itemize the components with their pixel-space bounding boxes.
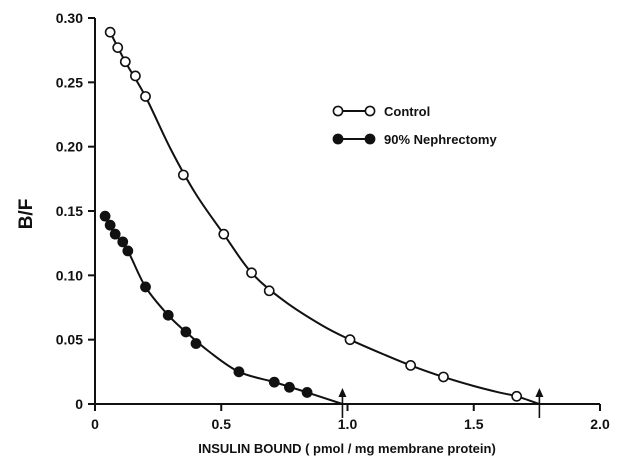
data-point-control (511, 390, 523, 402)
data-point-control (112, 42, 124, 53)
data-point-control (405, 359, 417, 371)
arrow-head (338, 388, 347, 397)
data-point-control (344, 334, 356, 346)
legend-marker (332, 133, 344, 145)
y-ticks: 0 0.05 0.10 0.15 0.20 0.25 0.30 (56, 10, 95, 412)
data-point-control (177, 169, 189, 181)
x-tick-label: 0.5 (212, 416, 232, 432)
x-tick-label: 1.5 (464, 416, 484, 432)
legend-marker (364, 105, 376, 117)
fit-curve-control (109, 31, 540, 405)
data-point-control (246, 267, 257, 279)
data-point-control (119, 56, 131, 68)
legend-marker (332, 105, 344, 117)
data-point-90-nephrectomy (117, 236, 129, 248)
x-ticks: 0 0.5 1.0 1.5 2.0 (91, 404, 610, 432)
data-point-control (438, 371, 449, 383)
fit-curves (104, 31, 540, 405)
y-tick-label: 0.25 (56, 74, 83, 90)
data-point-90-nephrectomy (99, 210, 111, 222)
legend: Control 90% Nephrectomy (332, 104, 497, 147)
data-point-90-nephrectomy (122, 245, 134, 257)
y-tick-label: 0.30 (56, 10, 83, 26)
data-point-90-nephrectomy (104, 219, 116, 231)
y-tick-label: 0.20 (56, 139, 83, 155)
data-point-control (140, 91, 151, 102)
data-point-control (263, 285, 275, 297)
legend-marker (364, 133, 376, 145)
x-tick-label: 1.0 (338, 416, 358, 432)
x-tick-label: 0 (91, 416, 99, 432)
data-point-90-nephrectomy (109, 228, 121, 240)
data-point-90-nephrectomy (233, 366, 245, 378)
data-point-control (129, 70, 141, 82)
data-point-control (218, 228, 230, 240)
data-point-90-nephrectomy (301, 387, 313, 398)
data-points (99, 26, 523, 402)
data-point-90-nephrectomy (190, 338, 202, 349)
y-tick-label: 0.10 (56, 267, 83, 283)
y-axis-label: B/F (16, 199, 37, 230)
legend-label: 90% Nephrectomy (384, 132, 497, 147)
data-point-90-nephrectomy (268, 376, 280, 388)
arrow-head (535, 388, 544, 397)
axes (94, 18, 600, 405)
x-tick-label: 2.0 (590, 416, 610, 432)
data-point-90-nephrectomy (140, 281, 151, 293)
y-tick-label: 0.05 (56, 332, 83, 348)
data-point-90-nephrectomy (180, 326, 192, 338)
y-tick-label: 0 (75, 396, 83, 412)
y-tick-label: 0.15 (56, 203, 83, 219)
data-point-90-nephrectomy (162, 309, 174, 321)
x-axis-label: INSULIN BOUND ( pmol / mg membrane prote… (198, 441, 496, 456)
data-point-90-nephrectomy (284, 381, 295, 393)
fit-curve-90-nephrectomy (104, 215, 343, 405)
legend-label: Control (384, 104, 430, 119)
arrow-annotations (338, 388, 544, 418)
data-point-control (104, 26, 116, 38)
